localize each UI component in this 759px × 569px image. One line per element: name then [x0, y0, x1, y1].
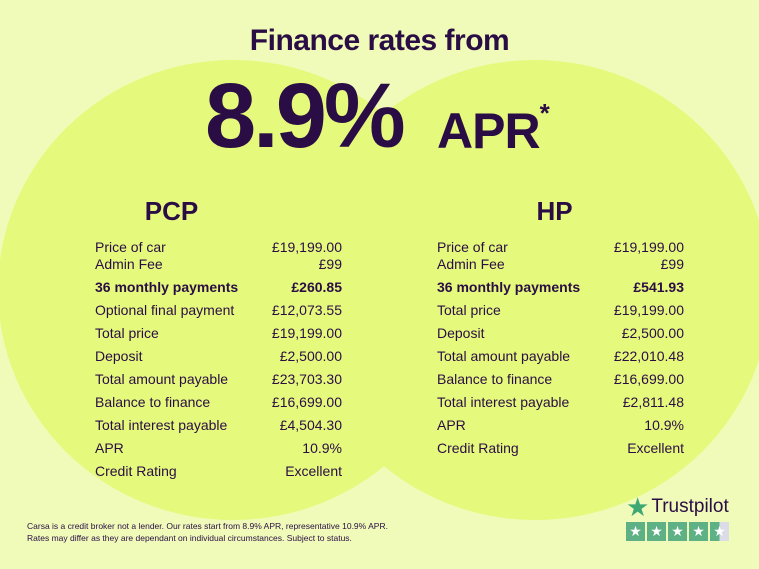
hp-row: 36 monthly payments £541.93 [437, 279, 684, 296]
row-value: £12,073.55 [271, 302, 342, 318]
hp-row: APR 10.9% [437, 417, 684, 434]
pcp-row: Price of car £19,199.00 [95, 239, 342, 256]
row-label: Admin Fee [95, 256, 163, 272]
row-label: Optional final payment [95, 302, 235, 318]
pcp-row: Deposit £2,500.00 [95, 348, 342, 365]
row-value: £19,199.00 [271, 325, 342, 341]
hp-row: Price of car £19,199.00 [437, 239, 684, 256]
pcp-row: APR 10.9% [95, 440, 342, 457]
star-icon: ★ [668, 522, 687, 541]
row-value: £99 [318, 256, 342, 272]
star-icon: ★ [647, 522, 666, 541]
pcp-column: PCP Price of car £19,199.00 Admin Fee £99 36… [95, 196, 342, 480]
trustpilot-name: Trustpilot [651, 496, 729, 517]
headline: Finance rates from [249, 24, 510, 57]
hp-title: HP [536, 196, 573, 226]
row-value: £16,699.00 [271, 394, 342, 410]
disclaimer-line-2: Rates may differ as they are dependant o… [27, 533, 352, 543]
trustpilot-star-icon: ★ [626, 492, 650, 522]
row-value: 10.9% [302, 440, 342, 456]
disclaimer: Carsa is a credit broker not a lender. O… [27, 520, 388, 544]
hp-row: Total interest payable £2,811.48 [437, 394, 684, 411]
pcp-row: Admin Fee £99 [95, 256, 342, 273]
hp-row: Deposit £2,500.00 [437, 325, 684, 342]
trustpilot-rating: ★ ★ ★ ★ ★ [626, 522, 729, 541]
asterisk: * [539, 98, 550, 128]
row-label: Credit Rating [437, 440, 519, 456]
row-label: 36 monthly payments [437, 279, 581, 295]
disclaimer-line-1: Carsa is a credit broker not a lender. O… [27, 521, 388, 531]
trustpilot-badge[interactable]: ★ Trustpilot ★ ★ ★ ★ ★ [626, 494, 729, 541]
pcp-row: 36 monthly payments £260.85 [95, 279, 342, 296]
hp-row: Total amount payable £22,010.48 [437, 348, 684, 365]
row-label: Balance to finance [95, 394, 211, 410]
row-value: £260.85 [291, 279, 342, 295]
pcp-row: Total price £19,199.00 [95, 325, 342, 342]
row-value: £99 [660, 256, 684, 272]
row-label: Total interest payable [95, 417, 228, 433]
row-label: Total amount payable [95, 371, 229, 387]
rate-value: 8.9% [205, 65, 406, 167]
row-value: £2,500.00 [279, 348, 342, 364]
hp-row: Credit Rating Excellent [437, 440, 684, 457]
star-icon: ★ [626, 522, 645, 541]
row-value: Excellent [627, 440, 684, 456]
row-label: Total amount payable [437, 348, 571, 364]
row-value: Excellent [285, 463, 342, 479]
row-label: APR [95, 440, 124, 456]
pcp-row: Credit Rating Excellent [95, 463, 342, 480]
row-label: APR [437, 417, 466, 433]
row-value: £19,199.00 [613, 302, 684, 318]
rate-suffix: APR* [437, 98, 550, 160]
decorative-circle-right [300, 60, 759, 520]
pcp-title: PCP [144, 196, 199, 226]
row-value: £19,199.00 [613, 239, 684, 255]
hp-row: Admin Fee £99 [437, 256, 684, 273]
hp-row: Balance to finance £16,699.00 [437, 371, 684, 388]
row-value: £16,699.00 [613, 371, 684, 387]
row-label: Total price [95, 325, 159, 341]
apr-label: APR [437, 103, 541, 159]
row-label: Total price [437, 302, 501, 318]
row-value: £22,010.48 [613, 348, 684, 364]
row-label: Admin Fee [437, 256, 505, 272]
row-label: 36 monthly payments [95, 279, 239, 295]
row-label: Total interest payable [437, 394, 570, 410]
row-label: Deposit [437, 325, 485, 341]
row-value: £2,811.48 [622, 394, 684, 410]
pcp-row: Total amount payable £23,703.30 [95, 371, 342, 388]
hp-column: HP Price of car £19,199.00 Admin Fee £99 36 … [437, 196, 684, 457]
row-value: £2,500.00 [621, 325, 684, 341]
half-star-icon: ★ [710, 522, 729, 541]
row-value: 10.9% [644, 417, 684, 433]
pcp-row: Total interest payable £4,504.30 [95, 417, 342, 434]
row-label: Price of car [95, 239, 166, 255]
star-icon: ★ [689, 522, 708, 541]
row-label: Credit Rating [95, 463, 177, 479]
row-value: £4,504.30 [279, 417, 342, 433]
pcp-row: Balance to finance £16,699.00 [95, 394, 342, 411]
row-value: £23,703.30 [271, 371, 342, 387]
row-label: Balance to finance [437, 371, 553, 387]
row-value: £19,199.00 [271, 239, 342, 255]
row-value: £541.93 [633, 279, 684, 295]
row-label: Deposit [95, 348, 143, 364]
pcp-row: Optional final payment £12,073.55 [95, 302, 342, 319]
row-label: Price of car [437, 239, 508, 255]
hp-row: Total price £19,199.00 [437, 302, 684, 319]
